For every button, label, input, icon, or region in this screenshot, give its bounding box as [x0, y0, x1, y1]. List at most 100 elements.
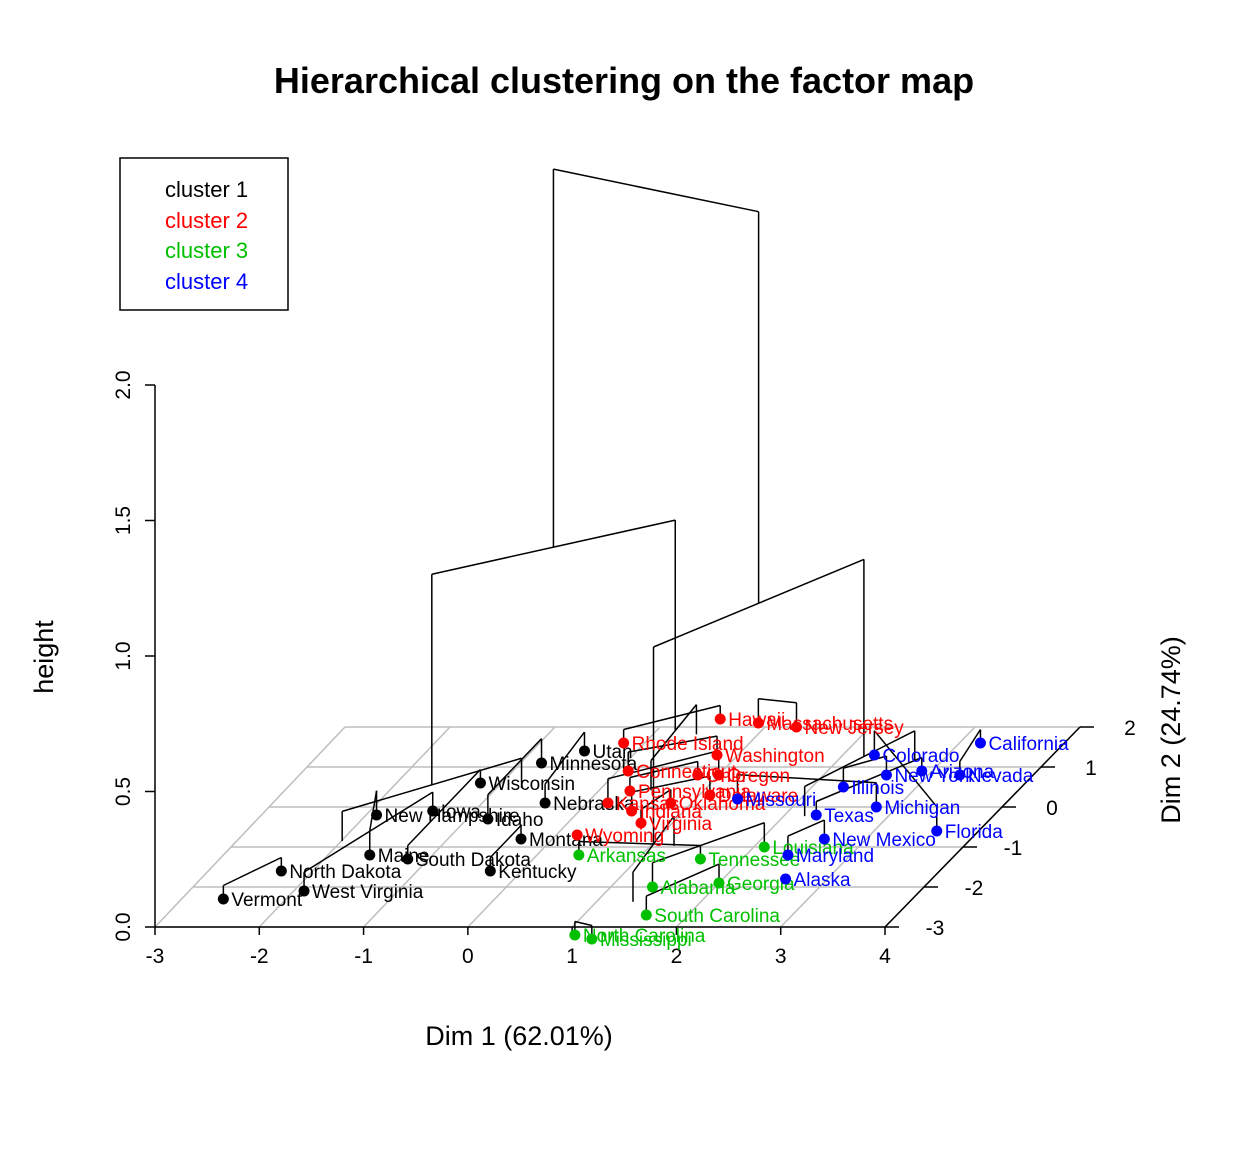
data-point-label: Idaho: [496, 810, 544, 831]
data-point-label: Tennessee: [708, 850, 800, 871]
data-point: [586, 933, 598, 945]
legend-entry-1: cluster 1: [165, 177, 248, 202]
data-point: [694, 853, 706, 865]
data-point-label: Oregon: [727, 766, 790, 787]
data-point: [810, 809, 822, 821]
data-point: [217, 893, 229, 905]
data-point-label: Kentucky: [498, 862, 577, 883]
data-point: [618, 737, 630, 749]
x-tick-label: -2: [250, 945, 269, 968]
data-point: [880, 769, 892, 781]
data-point: [916, 765, 928, 777]
dendrogram-link: [815, 756, 923, 803]
dendrogram-link: [737, 773, 877, 784]
data-point: [692, 769, 704, 781]
dendrogram-link: [646, 863, 720, 897]
data-point: [571, 829, 583, 841]
legend-box: [119, 157, 289, 311]
y-tick-label: -2: [965, 877, 984, 900]
y-tick-label: -3: [926, 917, 945, 940]
data-point: [931, 825, 943, 837]
dendrogram-link: [303, 791, 434, 873]
data-point-label: Missouri: [745, 790, 816, 811]
dendrogram-link: [628, 735, 718, 753]
chart-title: Hierarchical clustering on the factor ma…: [274, 60, 974, 101]
data-point: [646, 881, 658, 893]
x-tick-label: -3: [146, 945, 165, 968]
data-point-label: New York: [894, 766, 975, 787]
data-point-label: South Carolina: [654, 906, 780, 927]
y-tick-label: 1: [1085, 757, 1097, 780]
data-point: [635, 817, 647, 829]
data-point: [870, 801, 882, 813]
data-point-label: Texas: [824, 806, 874, 827]
data-point: [364, 849, 376, 861]
grid-line-x: [154, 726, 346, 928]
data-point: [713, 877, 725, 889]
y-tick-label: 0: [1046, 797, 1058, 820]
z-tick-label: 0.5: [112, 777, 135, 806]
data-point-label: Iowa: [441, 802, 482, 823]
data-point-label: Florida: [945, 822, 1004, 843]
data-point: [515, 833, 527, 845]
data-point-label: Connecticut: [636, 762, 737, 783]
legend: cluster 1 cluster 2 cluster 3 cluster 4: [119, 157, 289, 311]
y-tick-label: 2: [1124, 717, 1136, 740]
data-point: [782, 849, 794, 861]
grid-line-x: [780, 726, 976, 928]
dendrogram-link: [650, 704, 698, 762]
data-point: [484, 865, 496, 877]
y-axis-line: [884, 726, 1081, 928]
data-point: [536, 757, 548, 769]
data-point-label: Mississippi: [600, 930, 692, 951]
x-tick-label: 1: [566, 945, 578, 968]
data-point-label: North Dakota: [289, 862, 401, 883]
data-point: [758, 841, 770, 853]
data-point: [539, 797, 551, 809]
data-point: [427, 805, 439, 817]
data-point: [640, 909, 652, 921]
data-point-label: Minnesota: [550, 754, 638, 775]
x-tick-label: -1: [354, 945, 373, 968]
data-point-label: Illinois: [851, 778, 904, 799]
dendrogram-link: [959, 729, 982, 762]
data-point-label: Washington: [725, 746, 825, 767]
data-point: [791, 721, 802, 733]
dendrogram-link: [843, 755, 887, 769]
legend-entry-3: cluster 3: [165, 238, 248, 263]
dendrogram-link: [544, 731, 586, 785]
data-point: [573, 849, 585, 861]
data-point: [622, 765, 634, 777]
data-point: [402, 853, 414, 865]
dendrogram-link: [487, 738, 543, 796]
dendrogram-link: [873, 730, 938, 808]
grid-line-x: [363, 726, 556, 928]
y-tick-label: -1: [1004, 837, 1023, 860]
dendrogram-link: [553, 168, 759, 213]
data-point-label: Wisconsin: [488, 774, 575, 795]
data-point-label: Wyoming: [585, 826, 664, 847]
data-point: [298, 885, 310, 897]
data-point-label: California: [988, 734, 1069, 755]
data-point-label: Nebraska: [553, 794, 635, 815]
data-point-label: Arizona: [930, 762, 995, 783]
dendrogram-link: [758, 697, 797, 704]
z-tick-label: 2.0: [112, 370, 135, 399]
data-point: [711, 749, 723, 761]
data-point-label: Indiana: [640, 802, 703, 823]
dendrogram-link: [652, 821, 765, 864]
data-point: [704, 789, 716, 801]
data-point: [954, 769, 966, 781]
data-point-label: Michigan: [884, 798, 960, 819]
data-point-label: Montana: [529, 830, 603, 851]
grid-line-x: [675, 726, 871, 928]
x-tick-label: 0: [462, 945, 474, 968]
dendrogram-link: [489, 824, 522, 859]
data-point-label: New Mexico: [832, 830, 935, 851]
axes: -3 -2 -1 0 1 2 3 4 -3 -2 -1 0 1 2 0.0 0.5 1.0 1.5 2.0: [112, 370, 1136, 968]
x-axis-label: Dim 1 (62.01%): [425, 1021, 613, 1051]
data-point: [752, 717, 764, 729]
data-point: [602, 797, 614, 809]
